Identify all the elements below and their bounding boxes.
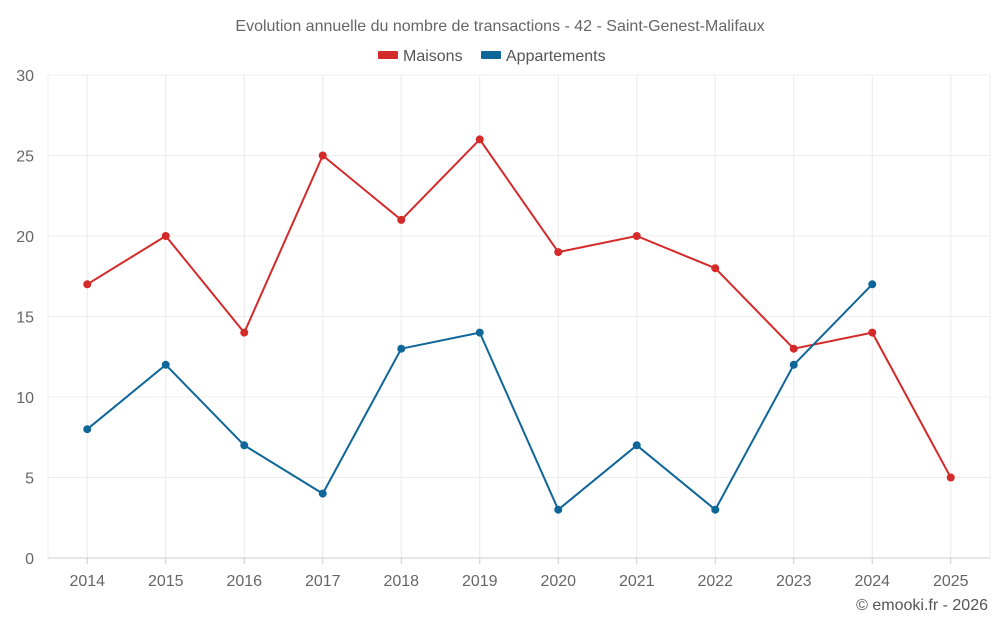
legend-item-appartements[interactable]: Appartements [481, 48, 606, 65]
series-line-maisons [86, 138, 952, 478]
data-point-appartements[interactable] [868, 280, 877, 289]
data-point-maisons[interactable] [240, 328, 249, 337]
x-tick-label: 2025 [933, 573, 969, 590]
series-appartements [83, 280, 877, 514]
data-point-maisons[interactable] [83, 280, 92, 289]
data-point-appartements[interactable] [632, 441, 641, 450]
data-point-appartements[interactable] [397, 344, 406, 353]
series-maisons [83, 135, 955, 482]
grid [47, 74, 991, 558]
y-tick-label: 15 [16, 310, 34, 327]
data-point-maisons[interactable] [789, 344, 798, 353]
legend-swatch-appartements [481, 51, 501, 59]
legend-item-maisons[interactable]: Maisons [378, 48, 463, 65]
data-point-appartements[interactable] [83, 425, 92, 434]
x-tick-label: 2018 [383, 573, 419, 590]
data-point-maisons[interactable] [161, 232, 170, 240]
x-tick-label: 2024 [854, 573, 890, 590]
data-point-appartements[interactable] [318, 489, 327, 498]
legend-label-maisons: Maisons [403, 48, 463, 65]
data-point-maisons[interactable] [632, 232, 641, 240]
x-tick-label: 2016 [226, 573, 262, 590]
x-tick-label: 2015 [148, 573, 184, 590]
data-point-maisons[interactable] [711, 264, 720, 273]
x-tick-label: 2022 [697, 573, 733, 590]
data-point-maisons[interactable] [397, 215, 406, 224]
data-point-maisons[interactable] [946, 473, 955, 482]
data-point-maisons[interactable] [554, 248, 563, 257]
legend-label-appartements: Appartements [506, 48, 606, 65]
y-tick-label: 20 [16, 229, 34, 246]
data-point-appartements[interactable] [240, 441, 249, 450]
data-point-maisons[interactable] [318, 151, 327, 160]
y-tick-label: 10 [16, 390, 34, 407]
x-tick-label: 2014 [69, 573, 105, 590]
y-tick-label: 30 [16, 68, 34, 85]
x-tick-label: 2021 [619, 573, 655, 590]
legend: Maisons Appartements [378, 48, 606, 65]
y-tick-label: 0 [25, 551, 34, 568]
data-point-appartements[interactable] [161, 360, 170, 369]
data-point-appartements[interactable] [475, 328, 484, 337]
data-point-appartements[interactable] [711, 505, 720, 514]
y-tick-label: 25 [16, 149, 34, 166]
data-point-maisons[interactable] [868, 328, 877, 337]
data-point-appartements[interactable] [554, 505, 563, 514]
data-point-appartements[interactable] [789, 360, 798, 369]
x-tick-label: 2020 [540, 573, 576, 590]
x-tick-label: 2019 [462, 573, 498, 590]
legend-swatch-maisons [378, 51, 398, 59]
x-tick-label: 2017 [305, 573, 341, 590]
x-tick-label: 2023 [776, 573, 812, 590]
series [83, 135, 955, 514]
credit-text: © emooki.fr - 2026 [856, 597, 988, 614]
data-point-maisons[interactable] [475, 135, 484, 144]
chart-title: Evolution annuelle du nombre de transact… [235, 18, 764, 35]
y-tick-label: 5 [25, 471, 34, 488]
